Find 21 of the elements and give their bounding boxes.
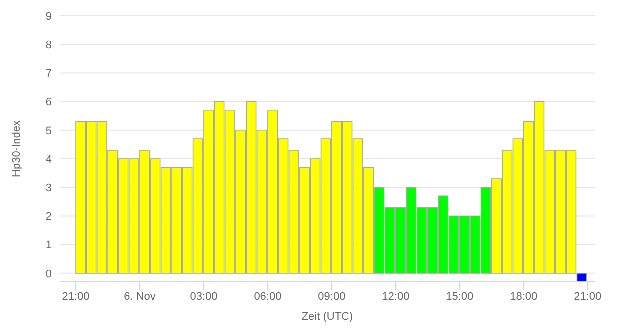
x-tick-label: 6. Nov (124, 290, 156, 303)
y-tick-label: 9 (46, 10, 52, 23)
y-tick-label: 2 (46, 211, 52, 224)
x-tick-label: 09:00 (318, 290, 346, 303)
x-tick-label: 15:00 (446, 290, 474, 303)
y-axis-title: Hp30-Index (10, 120, 23, 178)
x-tick-label: 12:00 (382, 290, 410, 303)
y-tick-label: 6 (46, 96, 52, 109)
x-axis-title: Zeit (UTC) (302, 311, 354, 323)
y-tick-label: 4 (46, 154, 52, 166)
y-tick-label: 7 (46, 68, 52, 80)
x-tick-label: 06:00 (254, 290, 282, 303)
x-tick-label: 18:00 (510, 290, 538, 303)
y-tick-label: 0 (46, 268, 52, 280)
y-tick-label: 3 (46, 182, 52, 195)
x-tick-label: 21:00 (574, 290, 602, 303)
y-tick-label: 8 (46, 40, 52, 52)
x-tick-label: 21:00 (62, 290, 90, 303)
y-tick-label: 5 (46, 125, 52, 138)
x-tick-label: 03:00 (190, 290, 218, 303)
y-tick-label: 1 (46, 240, 52, 252)
